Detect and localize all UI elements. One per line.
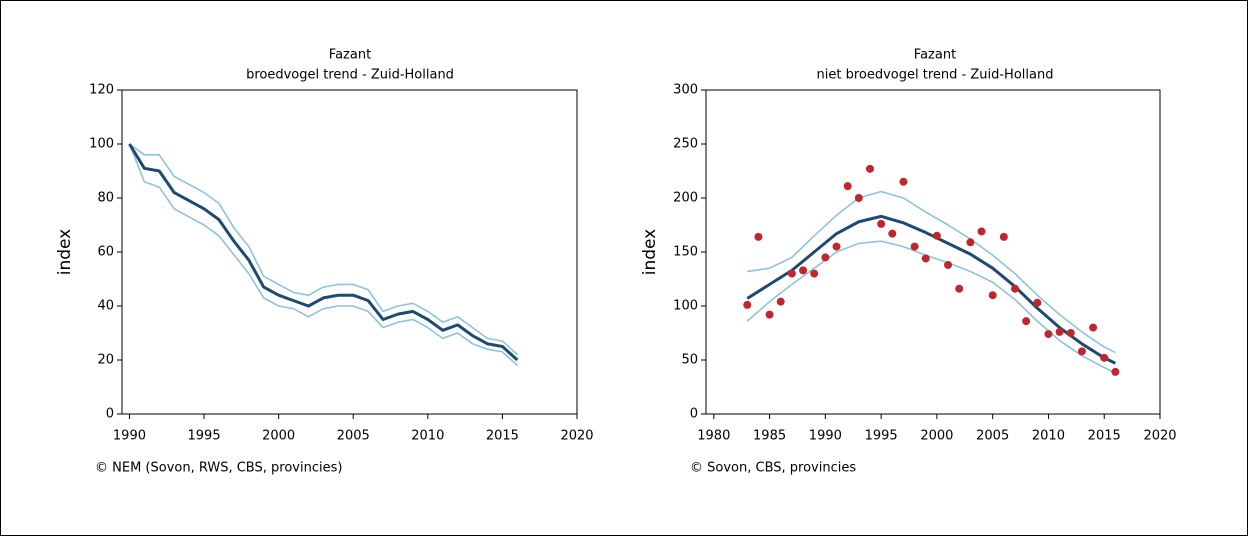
y-tick-label: 200 — [673, 191, 698, 206]
data-point — [999, 232, 1008, 241]
data-point — [1022, 317, 1031, 326]
trend-line — [747, 190, 1116, 354]
trend-line — [128, 143, 518, 366]
trend-line — [128, 143, 519, 362]
x-tick-label: 2015 — [1088, 429, 1121, 444]
data-point — [1089, 323, 1098, 332]
x-tick-label: 2020 — [560, 429, 593, 444]
data-point — [921, 254, 930, 263]
data-point — [944, 260, 953, 269]
data-point — [865, 164, 874, 173]
y-tick-label: 40 — [97, 299, 114, 314]
data-point — [776, 297, 785, 306]
y-axis-label: index — [55, 229, 75, 276]
y-tick-label: 60 — [97, 245, 114, 260]
x-tick-label: 1980 — [697, 429, 730, 444]
x-tick-label: 1985 — [753, 429, 786, 444]
y-tick-label: 80 — [97, 191, 114, 206]
y-tick-label: 20 — [97, 353, 114, 368]
data-point — [955, 284, 964, 293]
x-tick-label: 2005 — [337, 429, 370, 444]
data-point — [877, 219, 886, 228]
chart-subtitle: broedvogel trend - Zuid-Holland — [246, 68, 454, 83]
chart-title: Fazant — [914, 48, 956, 63]
y-tick-label: 100 — [89, 137, 114, 152]
credit: © Sovon, CBS, provincies — [690, 461, 856, 476]
credit: © NEM (Sovon, RWS, CBS, provincies) — [95, 461, 342, 476]
data-point — [799, 266, 808, 275]
data-point — [966, 238, 975, 247]
y-tick-label: 250 — [673, 137, 698, 152]
data-point — [977, 227, 986, 236]
y-tick-label: 50 — [681, 353, 698, 368]
data-point — [1044, 330, 1053, 339]
y-tick-label: 150 — [673, 245, 698, 260]
data-point — [1100, 353, 1109, 362]
data-point — [787, 269, 796, 278]
y-tick-label: 0 — [106, 407, 114, 422]
data-point — [910, 242, 919, 251]
data-point — [1077, 347, 1086, 356]
x-tick-label: 1990 — [113, 429, 146, 444]
data-point — [743, 300, 752, 309]
data-point — [821, 253, 830, 262]
y-tick-label: 120 — [89, 83, 114, 98]
data-point — [832, 242, 841, 251]
x-tick-label: 1990 — [809, 429, 842, 444]
x-tick-label: 2010 — [411, 429, 444, 444]
data-point — [899, 177, 908, 186]
data-point — [1055, 327, 1064, 336]
x-tick-label: 1995 — [188, 429, 221, 444]
chart-title: Fazant — [329, 48, 371, 63]
data-point — [843, 182, 852, 191]
data-point — [754, 232, 763, 241]
x-tick-label: 2020 — [1143, 429, 1176, 444]
y-tick-label: 100 — [673, 299, 698, 314]
data-point — [810, 269, 819, 278]
x-tick-label: 2010 — [1032, 429, 1065, 444]
y-axis-label: index — [640, 229, 660, 276]
data-point — [1066, 329, 1075, 337]
x-tick-label: 2000 — [262, 429, 295, 444]
trend-line — [128, 143, 518, 356]
data-point — [854, 194, 863, 202]
data-point — [988, 291, 997, 300]
y-tick-label: 0 — [690, 407, 698, 422]
trend-line — [746, 240, 1116, 374]
data-point — [1010, 284, 1019, 293]
chart-subtitle: niet broedvogel trend - Zuid-Holland — [817, 68, 1054, 83]
data-point — [765, 310, 774, 319]
x-tick-label: 2000 — [920, 429, 953, 444]
data-point — [1033, 298, 1042, 307]
data-point — [888, 229, 897, 238]
data-point — [932, 231, 941, 240]
y-tick-label: 300 — [673, 83, 698, 98]
x-tick-label: 2015 — [486, 429, 519, 444]
data-point — [1111, 367, 1120, 376]
x-tick-label: 2005 — [976, 429, 1009, 444]
x-tick-label: 1995 — [865, 429, 898, 444]
